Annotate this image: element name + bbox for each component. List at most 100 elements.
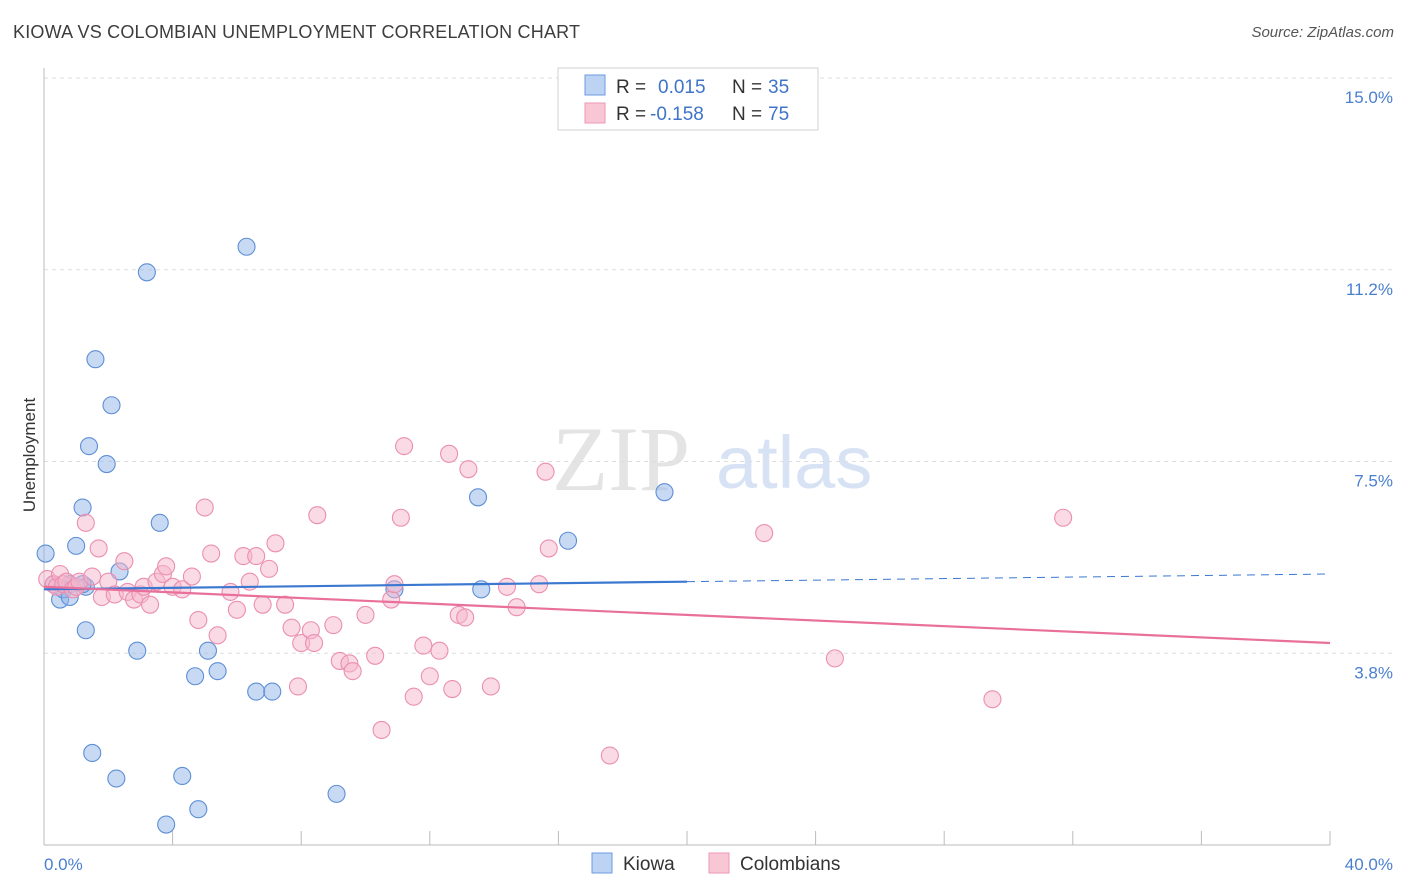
series-colombians [38,437,1073,765]
point-kiowa [67,536,86,555]
y-tick-labels: 15.0% 11.2% 7.5% 3.8% [1345,88,1393,682]
point-colombians [414,636,433,655]
point-colombians [430,641,449,660]
point-kiowa [83,743,102,763]
legend-r-label-colombians: R = [616,104,646,125]
point-colombians [141,595,160,614]
point-colombians [83,567,102,586]
point-colombians [404,687,423,706]
point-kiowa [173,766,192,786]
point-colombians [497,577,517,596]
point-kiowa [79,437,99,456]
point-colombians [456,608,475,627]
x-tick-label-max: 40.0% [1345,855,1393,874]
point-kiowa [137,263,156,282]
legend-n-label-kiowa: N = [732,77,762,98]
point-colombians [266,534,285,553]
legend-n-value-colombians: 75 [768,104,789,125]
trend-line-colombians [43,585,1331,645]
point-colombians [983,690,1002,709]
point-colombians [253,595,272,614]
point-kiowa [558,531,578,550]
point-colombians [227,600,246,619]
point-colombians [440,444,459,463]
y-tick-label: 11.2% [1346,280,1393,299]
point-colombians [305,633,324,653]
point-kiowa [36,544,55,563]
point-kiowa [208,662,227,681]
point-kiowa [198,641,218,660]
point-colombians [115,552,134,571]
y-tick-label: 7.5% [1354,472,1393,491]
point-colombians [157,557,176,576]
point-colombians [481,677,500,696]
point-colombians [366,646,385,665]
legend-r-value-colombians: -0.158 [650,104,704,125]
point-colombians [276,595,295,614]
point-colombians [308,506,327,525]
axes [43,68,1331,846]
point-kiowa [86,350,105,369]
legend-r-value-kiowa: 0.015 [658,77,706,98]
data-points [36,237,1073,834]
point-kiowa [189,800,208,819]
point-colombians [395,437,414,456]
point-colombians [208,626,227,645]
legend-n-value-kiowa: 35 [768,77,789,98]
point-colombians [182,567,201,586]
point-colombians [459,460,478,479]
point-colombians [189,610,208,630]
point-colombians [825,649,844,668]
trend-lines [43,573,1331,645]
point-kiowa [73,498,92,517]
legend-n-label-colombians: N = [732,104,762,125]
legend-swatch-colombians [584,102,606,124]
series-legend: Kiowa Colombians [591,852,840,875]
point-colombians [247,547,266,566]
point-colombians [288,677,308,696]
series-legend-label-kiowa: Kiowa [623,854,675,875]
point-kiowa [128,641,147,660]
legend-r-label-kiowa: R = [616,77,646,98]
point-kiowa [102,396,121,415]
point-colombians [391,508,410,527]
point-colombians [539,539,558,558]
point-kiowa [237,237,256,256]
y-axis-label: Unemployment [20,398,39,513]
y-tick-label: 3.8% [1354,663,1393,682]
point-kiowa [468,488,488,507]
point-colombians [755,524,774,543]
point-kiowa [157,815,176,834]
series-kiowa [36,237,674,834]
point-colombians [195,498,214,517]
point-kiowa [327,784,346,803]
point-colombians [356,605,375,624]
series-legend-label-colombians: Colombians [740,854,840,875]
correlation-legend: R = 0.015 N = 35 R = -0.158 N = 75 [557,67,819,131]
point-colombians [89,539,108,558]
point-colombians [1054,508,1073,527]
series-legend-swatch-colombians [708,852,730,874]
gridlines [44,77,1393,654]
trend-line-kiowa [43,580,688,591]
point-kiowa [247,682,266,701]
point-colombians [76,513,95,532]
x-tick-label-min: 0.0% [44,855,83,874]
point-colombians [443,679,462,699]
point-colombians [420,667,439,686]
point-colombians [600,746,619,765]
source-label: Source: ZipAtlas.com [1251,24,1394,41]
legend-swatch-kiowa [584,74,606,96]
y-tick-label: 15.0% [1345,88,1393,107]
point-kiowa [97,455,116,474]
point-kiowa [76,621,95,640]
series-legend-swatch-kiowa [591,852,613,874]
point-kiowa [263,682,282,701]
point-kiowa [186,667,205,686]
point-colombians [382,590,401,609]
trend-line-extension-kiowa [686,573,1331,583]
point-colombians [343,662,362,681]
point-colombians [259,559,279,578]
chart-title: KIOWA VS COLOMBIAN UNEMPLOYMENT CORRELAT… [13,22,581,42]
